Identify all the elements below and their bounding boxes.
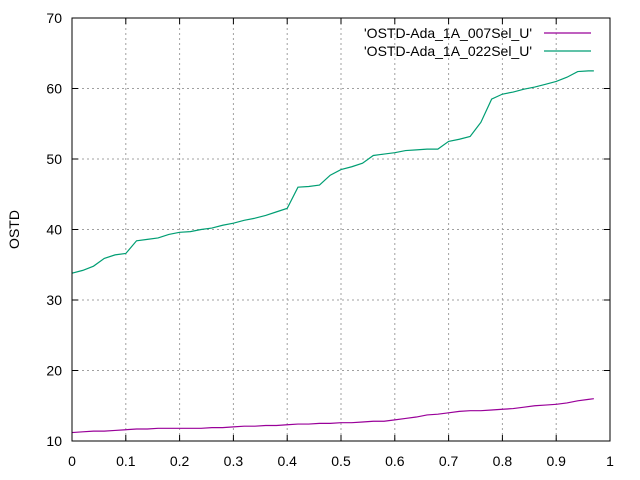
y-tick-label: 70 <box>46 10 62 26</box>
y-tick-label: 50 <box>46 151 62 167</box>
y-axis-label: OSTD <box>6 210 22 249</box>
x-tick-label: 0 <box>68 453 76 469</box>
legend: 'OSTD-Ada_1A_007Sel_U' 'OSTD-Ada_1A_022Se… <box>364 25 591 59</box>
x-tick-label: 0.3 <box>224 453 244 469</box>
x-tick-label: 0.8 <box>493 453 513 469</box>
y-tick-label: 10 <box>46 433 62 449</box>
x-tick-label: 0.7 <box>439 453 459 469</box>
x-tick-label: 0.6 <box>385 453 405 469</box>
series-line-1 <box>71 398 594 434</box>
y-tick-label: 30 <box>46 292 62 308</box>
y-tick-label: 20 <box>46 363 62 379</box>
x-tick-label: 0.1 <box>116 453 136 469</box>
legend-label-2: 'OSTD-Ada_1A_022Sel_U' <box>364 43 532 59</box>
y-tick-label: 60 <box>46 81 62 97</box>
x-tick-label: 0.2 <box>170 453 190 469</box>
x-tick-label: 0.4 <box>277 453 297 469</box>
x-tick-label: 0.5 <box>331 453 351 469</box>
ticks <box>71 17 611 442</box>
x-tick-label: 0.9 <box>546 453 566 469</box>
series-group <box>71 70 594 434</box>
grid <box>72 18 610 441</box>
x-tick-label: 1 <box>606 453 614 469</box>
legend-label-1: 'OSTD-Ada_1A_007Sel_U' <box>364 25 532 41</box>
series-line-2 <box>71 70 594 274</box>
y-tick-label: 40 <box>46 222 62 238</box>
tick-labels: 0 0.1 0.2 0.3 0.4 0.5 0.6 0.7 0.8 0.9 1 10 20 30 40 50 6… <box>46 10 614 469</box>
